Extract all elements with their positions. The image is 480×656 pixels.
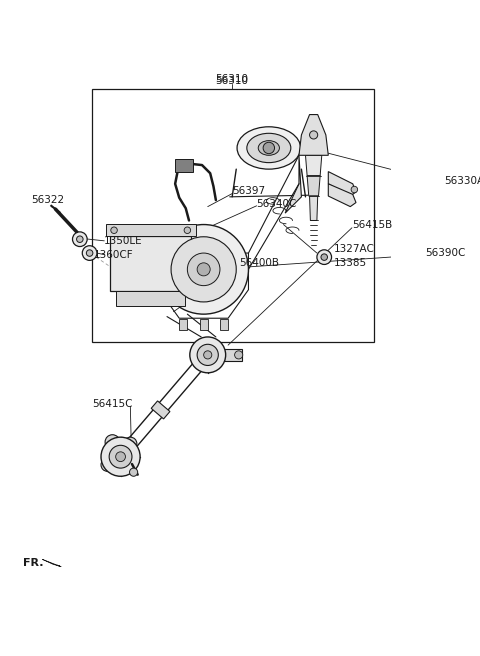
Text: 56310: 56310 xyxy=(216,76,249,86)
Bar xyxy=(220,319,228,331)
Polygon shape xyxy=(305,155,322,176)
Circle shape xyxy=(351,186,358,193)
Text: 56397: 56397 xyxy=(232,186,265,196)
Bar xyxy=(117,291,185,306)
Circle shape xyxy=(310,131,318,139)
Text: 1350LE: 1350LE xyxy=(104,236,143,246)
Text: 56415C: 56415C xyxy=(92,399,132,409)
Polygon shape xyxy=(328,184,356,207)
Circle shape xyxy=(317,250,332,264)
Bar xyxy=(106,224,195,236)
Circle shape xyxy=(86,250,93,256)
Circle shape xyxy=(197,344,218,365)
Polygon shape xyxy=(328,172,356,196)
Circle shape xyxy=(105,435,120,449)
Circle shape xyxy=(197,263,210,276)
Text: FR.: FR. xyxy=(23,558,43,567)
Text: 56390C: 56390C xyxy=(425,248,466,258)
Bar xyxy=(175,159,193,172)
Bar xyxy=(92,89,374,342)
Circle shape xyxy=(130,468,138,476)
Circle shape xyxy=(190,337,226,373)
Circle shape xyxy=(159,224,249,314)
Bar xyxy=(224,349,242,361)
Bar xyxy=(179,319,187,331)
Polygon shape xyxy=(310,196,318,220)
Polygon shape xyxy=(151,401,170,419)
Circle shape xyxy=(187,253,220,285)
Circle shape xyxy=(109,445,132,468)
Circle shape xyxy=(82,246,97,260)
Ellipse shape xyxy=(247,133,291,163)
Circle shape xyxy=(101,437,140,476)
Circle shape xyxy=(124,437,137,450)
Bar xyxy=(200,319,208,331)
Polygon shape xyxy=(307,176,320,196)
Circle shape xyxy=(72,232,87,247)
Circle shape xyxy=(101,459,114,472)
Polygon shape xyxy=(285,155,301,213)
Text: 56415B: 56415B xyxy=(352,220,392,230)
Circle shape xyxy=(184,227,191,234)
Bar xyxy=(110,236,192,291)
Circle shape xyxy=(111,227,117,234)
Circle shape xyxy=(235,351,243,359)
Circle shape xyxy=(171,237,236,302)
Text: 56340C: 56340C xyxy=(257,199,297,209)
Ellipse shape xyxy=(237,127,300,169)
Text: 56322: 56322 xyxy=(31,195,64,205)
Circle shape xyxy=(204,351,212,359)
Text: 1360CF: 1360CF xyxy=(94,250,133,260)
Text: 1327AC: 1327AC xyxy=(334,244,375,254)
Ellipse shape xyxy=(258,140,279,155)
Text: 56310: 56310 xyxy=(216,73,249,84)
Polygon shape xyxy=(299,115,328,155)
Circle shape xyxy=(116,452,125,462)
Polygon shape xyxy=(42,560,61,567)
Text: 13385: 13385 xyxy=(334,258,367,268)
Circle shape xyxy=(77,236,83,243)
Text: 56330A: 56330A xyxy=(444,176,480,186)
Text: 56400B: 56400B xyxy=(239,258,279,268)
Circle shape xyxy=(321,254,327,260)
Circle shape xyxy=(263,142,275,154)
